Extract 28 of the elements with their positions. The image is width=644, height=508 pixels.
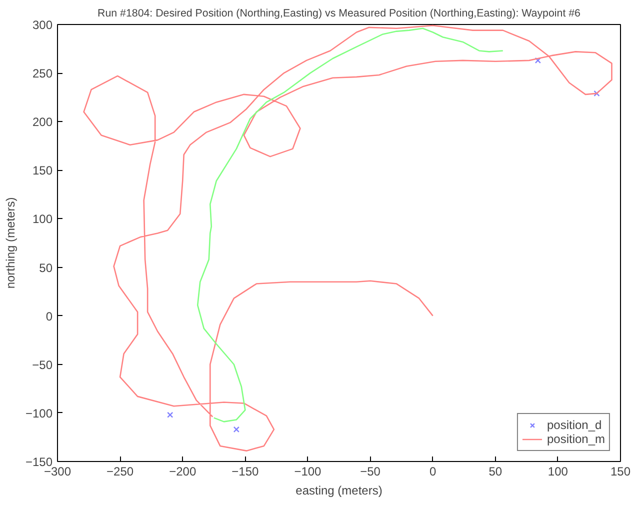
y-tick-label: 200 [32,115,53,130]
legend-label: position_d [546,418,602,432]
x-axis-title: easting (meters) [296,484,382,498]
x-tick-label: 50 [488,464,502,478]
y-tick-label: 50 [39,260,53,275]
line-series [83,24,612,452]
y-tick-label: 150 [32,164,53,178]
legend-label: position_m [546,432,605,446]
y-tick-label: −100 [25,406,53,420]
point [233,426,240,433]
y-tick-label: −50 [32,358,53,372]
x-tick-label: −150 [232,464,260,478]
x-tick-label: 150 [610,464,631,478]
x-tick-label: 0 [429,464,436,478]
x-tick-label: 100 [548,464,568,478]
x-tick-label: −100 [294,464,322,478]
y-tick-label: 0 [46,309,53,324]
chart-title: Run #1804: Desired Position (Northing,Easting) vs Measured Position (Northing,Easting): Waypoint #6 [98,8,581,20]
y-tick-label: 100 [32,212,53,226]
line-series [196,28,504,422]
x-tick-label: −250 [106,464,134,478]
y-tick-label: 250 [32,66,53,81]
point [534,57,541,64]
x-tick-label: −50 [360,464,381,478]
x-tick-label: −200 [169,464,196,478]
y-tick-label: 300 [32,18,53,32]
y-axis-title: northing (meters) [3,197,18,289]
point [167,412,174,418]
